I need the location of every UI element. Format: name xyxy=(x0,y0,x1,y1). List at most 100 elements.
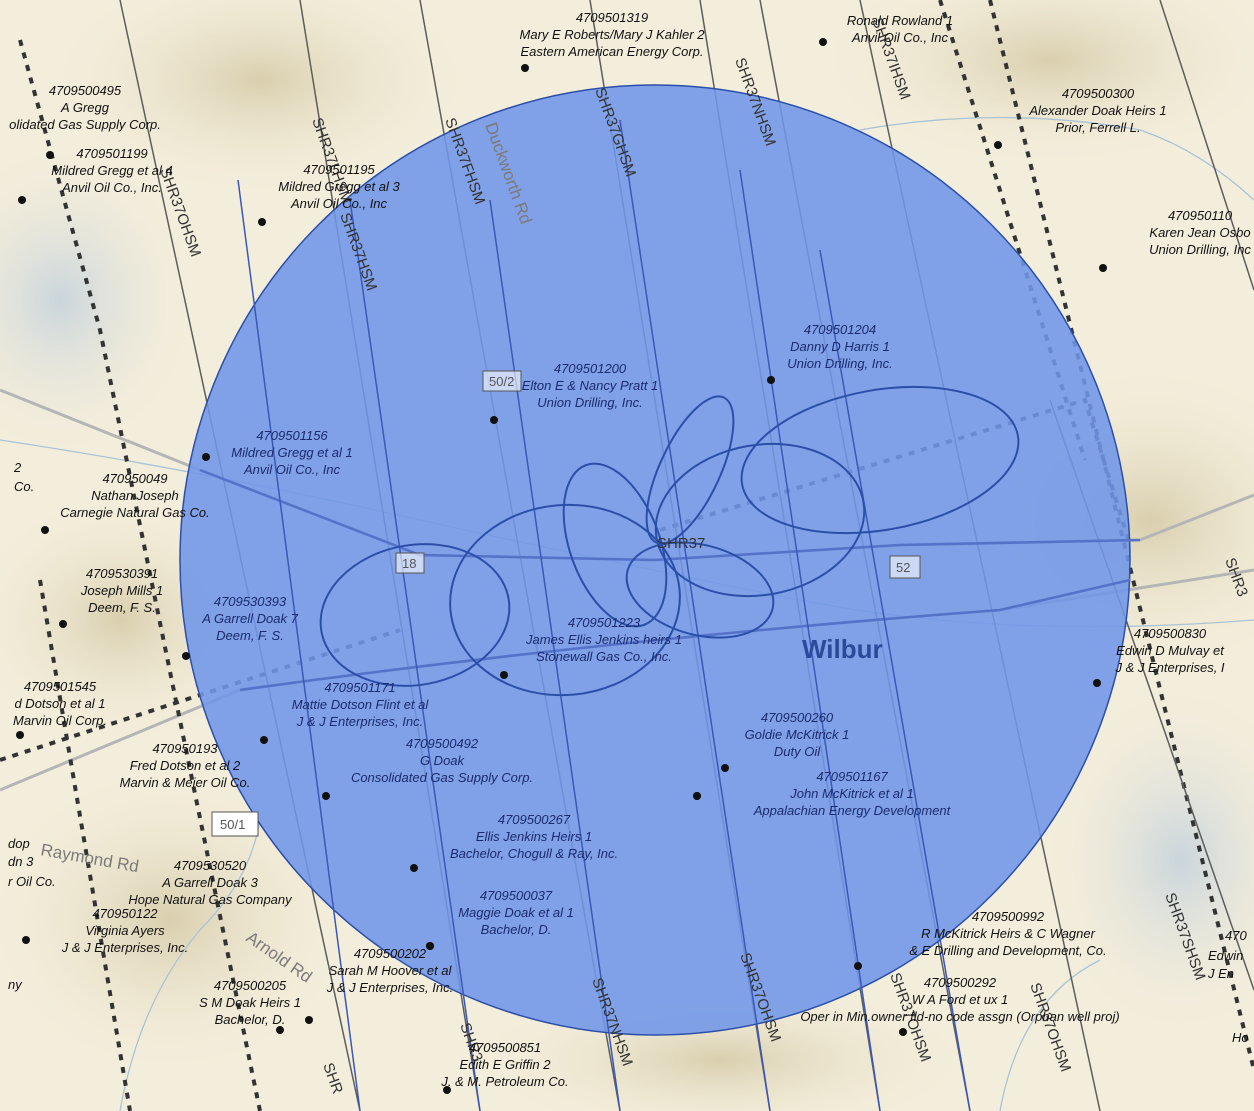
well-marker-icon[interactable] xyxy=(59,620,67,628)
well-operator-label: Stonewall Gas Co., Inc. xyxy=(536,649,672,664)
well-17[interactable]: 4709501171 Mattie Dotson Flint et al J & J… xyxy=(260,680,429,744)
well-marker-icon[interactable] xyxy=(500,671,508,679)
route-shield-52: 52 xyxy=(889,555,921,579)
well-operator-label: Union Drilling, Inc. xyxy=(787,356,893,371)
well-id-label: 470950122 xyxy=(92,906,158,921)
well-10[interactable]: 4709501156 Mildred Gregg et al 1 Anvil Oil… xyxy=(202,428,353,477)
well-14[interactable]: 4709501223 James Ellis Jenkins heirs 1 Sto… xyxy=(500,615,682,679)
roads-inside xyxy=(199,468,1141,692)
well-owner-label: Mildred Gregg et al 3 xyxy=(278,179,400,194)
well-owner-label: Mary E Roberts/Mary J Kahler 2 xyxy=(520,27,706,42)
svg-text:Ho: Ho xyxy=(1232,1030,1249,1045)
well-6[interactable]: 4709500300 Alexander Doak Heirs 1 Prior, F… xyxy=(994,86,1167,149)
well-owner-label: d Dotson et al 1 xyxy=(14,696,105,711)
well-id-label: 4709530393 xyxy=(214,594,287,609)
svg-text:J En: J En xyxy=(1207,966,1234,981)
well-12[interactable]: 4709530391 Joseph Mills 1 Deem, F. S. xyxy=(59,566,163,628)
well-marker-icon[interactable] xyxy=(994,141,1002,149)
well-marker-icon[interactable] xyxy=(721,764,729,772)
well-marker-icon[interactable] xyxy=(182,652,190,660)
well-marker-icon[interactable] xyxy=(22,936,30,944)
well-2[interactable]: Ronald Rowland 1 Anvil Oil Co., Inc xyxy=(819,13,953,46)
well-owner-label: Danny D Harris 1 xyxy=(790,339,890,354)
well-marker-icon[interactable] xyxy=(18,196,26,204)
well-id-label: 470950193 xyxy=(152,741,218,756)
well-marker-icon[interactable] xyxy=(693,792,701,800)
well-operator-label: & E Drilling and Development, Co. xyxy=(909,943,1106,958)
well-marker-icon[interactable] xyxy=(16,731,24,739)
well-marker-icon[interactable] xyxy=(260,736,268,744)
well-26[interactable]: 4709500992 R McKitrick Heirs & C Wagner & … xyxy=(854,909,1107,970)
well-21[interactable]: 4709501167 John McKitrick et al 1 Appalach… xyxy=(693,769,952,818)
well-marker-icon[interactable] xyxy=(258,218,266,226)
well-owner-label: R McKitrick Heirs & C Wagner xyxy=(921,926,1096,941)
well-marker-icon[interactable] xyxy=(854,962,862,970)
well-25[interactable]: 4709500037 Maggie Doak et al 1 Bachelor, D… xyxy=(426,888,574,950)
well-13[interactable]: 4709530393 A Garrell Doak 7 Deem, F. S. xyxy=(182,594,299,660)
well-marker-icon[interactable] xyxy=(490,416,498,424)
well-marker-icon[interactable] xyxy=(426,942,434,950)
well-owner-label: W A Ford et ux 1 xyxy=(912,992,1009,1007)
well-24[interactable]: 470950122 Virginia Ayers J & J Enterprises… xyxy=(22,906,188,955)
well-id-label: 4709500292 xyxy=(924,975,997,990)
well-23[interactable]: 4709530520 A Garrell Doak 3 Hope Natural G… xyxy=(128,858,434,950)
well-marker-icon[interactable] xyxy=(521,64,529,72)
well-owner-label: G Doak xyxy=(420,753,466,768)
svg-text:52: 52 xyxy=(896,560,910,575)
well-18[interactable]: 470950193 Fred Dotson et al 2 Marvin & Mei… xyxy=(120,741,330,800)
well-id-label: 4709500300 xyxy=(1062,86,1135,101)
well-id-label: 4709501156 xyxy=(256,428,328,443)
well-30[interactable]: 4709500851 Edith E Griffin 2 J. & M. Petro… xyxy=(440,1040,569,1094)
well-22[interactable]: 4709500267 Ellis Jenkins Heirs 1 Bachelor,… xyxy=(410,812,618,872)
well-27[interactable]: 4709500292 W A Ford et ux 1 Oper in Min.ow… xyxy=(800,975,1120,1036)
well-operator-label: Appalachian Energy Development xyxy=(753,803,952,818)
well-marker-icon[interactable] xyxy=(305,1016,313,1024)
well-16[interactable]: 4709501545 d Dotson et al 1 Marvin Oil Cor… xyxy=(13,679,107,739)
well-1[interactable]: 4709501319 Mary E Roberts/Mary J Kahler 2… xyxy=(520,10,706,72)
svg-text:Co.: Co. xyxy=(14,479,34,494)
route-shield-50-1: 50/1 xyxy=(211,811,259,837)
well-marker-icon[interactable] xyxy=(202,453,210,461)
well-marker-icon[interactable] xyxy=(46,151,54,159)
well-3[interactable]: 4709500495 A Gregg olidated Gas Supply Cor… xyxy=(9,83,161,159)
well-id-label: 4709500830 xyxy=(1134,626,1207,641)
well-id-label: 4709500267 xyxy=(498,812,571,827)
well-operator-label: J. & M. Petroleum Co. xyxy=(440,1074,568,1089)
well-marker-icon[interactable] xyxy=(443,1086,451,1094)
well-marker-icon[interactable] xyxy=(767,376,775,384)
well-28[interactable]: 4709500202 Sarah M Hoover et al J & J Ente… xyxy=(305,946,453,1024)
town-label: Wilbur xyxy=(802,634,883,664)
well-marker-icon[interactable] xyxy=(1099,264,1107,272)
well-29[interactable]: 4709500205 S M Doak Heirs 1 Bachelor, D. xyxy=(199,978,301,1034)
svg-text:Edwin: Edwin xyxy=(1208,948,1243,963)
well-marker-icon[interactable] xyxy=(410,864,418,872)
well-9[interactable]: 4709501200 Elton E & Nancy Pratt 1 Union D… xyxy=(490,361,658,424)
well-id-label: 4709500205 xyxy=(214,978,287,993)
well-operator-label: Duty Oil xyxy=(774,744,821,759)
well-operator-label: Carnegie Natural Gas Co. xyxy=(60,505,210,520)
well-operator-label: Deem, F. S. xyxy=(88,600,156,615)
well-id-label: 4709501204 xyxy=(804,322,876,337)
well-operator-label: olidated Gas Supply Corp. xyxy=(9,117,161,132)
well-operator-label: Bachelor, D. xyxy=(215,1012,286,1027)
well-operator-label: Deem, F. S. xyxy=(216,628,284,643)
well-8[interactable]: 4709501204 Danny D Harris 1 Union Drilling… xyxy=(767,322,893,384)
well-marker-icon[interactable] xyxy=(819,38,827,46)
well-operator-label: Union Drilling, Inc. xyxy=(537,395,643,410)
well-15[interactable]: 4709500830 Edwin D Mulvay et J & J Enterpr… xyxy=(1093,626,1225,687)
well-4[interactable]: 4709501199 Mildred Gregg et al 4 Anvil Oil… xyxy=(18,146,173,204)
well-7[interactable]: 470950110 Karen Jean Osbo Union Drilling, … xyxy=(1099,208,1251,272)
well-operator-label: J & J Enterprises, Inc. xyxy=(61,940,188,955)
well-20[interactable]: 4709500260 Goldie McKitrick 1 Duty Oil xyxy=(721,710,849,772)
well-operator-label: Anvil Oil Co., Inc xyxy=(290,196,388,211)
well-marker-icon[interactable] xyxy=(322,792,330,800)
well-marker-icon[interactable] xyxy=(41,526,49,534)
well-id-label: 470950110 xyxy=(1168,208,1233,223)
well-marker-icon[interactable] xyxy=(899,1028,907,1036)
well-marker-icon[interactable] xyxy=(1093,679,1101,687)
well-5[interactable]: 4709501195 Mildred Gregg et al 3 Anvil Oil… xyxy=(258,162,400,226)
well-11[interactable]: 470950049 Nathan Joseph Carnegie Natural G… xyxy=(41,471,210,534)
svg-text:2: 2 xyxy=(13,460,22,475)
well-marker-icon[interactable] xyxy=(276,1026,284,1034)
